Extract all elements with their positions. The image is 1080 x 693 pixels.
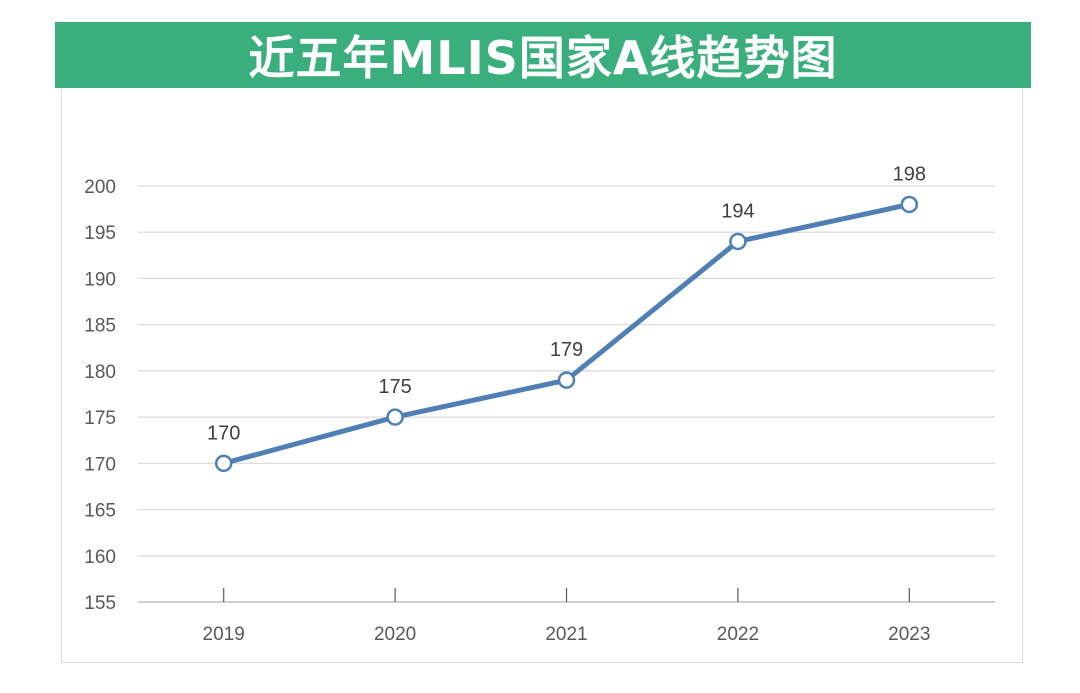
data-point-2019 — [214, 454, 233, 473]
x-tick-label: 2020 — [374, 624, 416, 645]
data-labels: 170 175 179 194 198 — [207, 163, 926, 444]
data-label-2021: 179 — [550, 339, 583, 361]
data-label-2023: 198 — [893, 163, 926, 185]
data-point-2022 — [729, 232, 747, 251]
y-tick-label: 160 — [84, 547, 116, 568]
y-axis-tick-labels: 155 160 165 170 175 180 185 190 195 200 — [84, 177, 116, 614]
title-banner: 近五年MLIS国家A线趋势图 — [55, 22, 1031, 88]
data-point-2020 — [386, 408, 404, 426]
x-tick-label: 2023 — [888, 624, 930, 645]
y-tick-label: 155 — [84, 593, 116, 614]
data-point-2021 — [557, 371, 576, 389]
series-line-group — [221, 201, 912, 466]
data-points — [214, 195, 919, 473]
y-tick-label: 170 — [84, 454, 116, 475]
x-tick-label: 2022 — [717, 624, 759, 645]
gridlines — [138, 185, 995, 603]
data-label-2019: 170 — [207, 422, 240, 444]
x-tick-label: 2021 — [545, 624, 587, 645]
y-tick-label: 200 — [84, 177, 116, 198]
x-axis-tick-labels: 2019 2020 2021 2022 2023 — [203, 624, 931, 645]
y-tick-label: 175 — [84, 408, 116, 429]
y-tick-label: 180 — [84, 362, 116, 383]
x-axis-ticks — [223, 588, 910, 602]
y-tick-label: 185 — [84, 316, 116, 337]
chart-frame — [61, 88, 1023, 663]
y-tick-label: 165 — [84, 501, 116, 522]
y-tick-label: 195 — [84, 223, 116, 244]
chart-title: 近五年MLIS国家A线趋势图 — [248, 31, 838, 85]
data-label-2022: 194 — [721, 200, 754, 222]
series-line — [221, 201, 912, 466]
y-tick-label: 190 — [84, 269, 116, 290]
x-tick-label: 2019 — [203, 624, 245, 645]
data-point-2023 — [900, 195, 919, 214]
data-label-2020: 175 — [378, 376, 411, 398]
